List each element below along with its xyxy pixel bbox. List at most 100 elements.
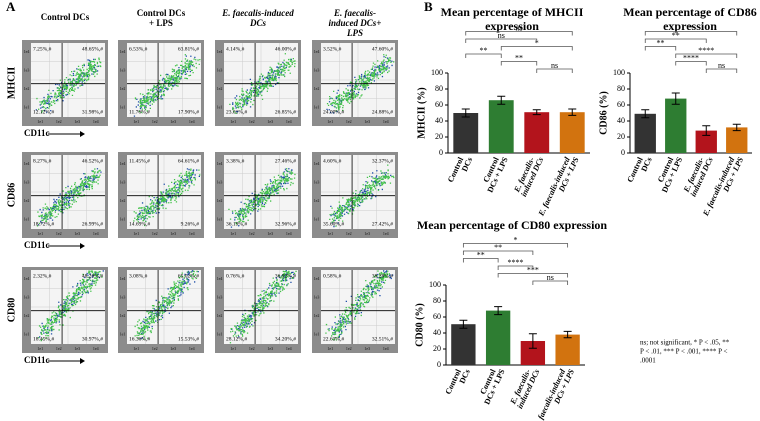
significance-bracket [500, 61, 538, 66]
significance-bracket [705, 68, 738, 73]
row-label: CD80 [6, 298, 17, 322]
plot-tick: 1e2 [24, 86, 30, 91]
plot-tick: 1e4 [217, 49, 223, 54]
significance-bracket [465, 31, 573, 36]
footnote: P < .01, *** P < .001, **** P < [640, 348, 728, 356]
quadrant-value: 4.14%,# [226, 46, 245, 52]
error-bar [494, 306, 503, 316]
significance-label: **** [698, 46, 714, 55]
plot-tick: 1e3 [364, 231, 370, 236]
plot-tick: 1e4 [93, 119, 99, 124]
plot-tick: 1e4 [314, 276, 320, 281]
significance-label: **** [683, 53, 699, 62]
significance-bracket [536, 68, 573, 73]
plot-tick: 1e2 [120, 86, 126, 91]
quadrant-value: 12.12%,# [33, 109, 54, 115]
chart-title: expression [485, 19, 539, 33]
plot-tick: 1e3 [24, 295, 30, 300]
plot-tick: 1e3 [120, 180, 126, 185]
significance-bracket [465, 53, 502, 58]
plot-tick: 1e3 [74, 119, 80, 124]
plot-tick: 1e1 [24, 105, 30, 110]
plot-tick: 1e1 [37, 346, 43, 351]
y-tick-label: 40 [433, 328, 441, 337]
quadrant-value: 11.45%,# [129, 158, 150, 164]
plot-tick: 1e4 [24, 276, 30, 281]
x-marker-label: CD11c [24, 355, 50, 365]
y-tick-label: 80 [435, 84, 443, 93]
plot-tick: 1e3 [24, 180, 30, 185]
plot-tick: 1e2 [152, 346, 158, 351]
y-tick-label: 80 [617, 84, 625, 93]
significance-label: ns [551, 61, 558, 70]
significance-label: * [689, 23, 693, 32]
quadrant-value: 36.19%,# [226, 221, 247, 227]
plot-tick: 1e1 [24, 332, 30, 337]
significance-label: ** [515, 53, 523, 62]
y-tick-label: 20 [433, 344, 441, 353]
plot-tick: 1e3 [120, 68, 126, 73]
plot-tick: 1e3 [74, 346, 80, 351]
plot-tick: 1e4 [24, 161, 30, 166]
dot-cloud [326, 54, 395, 112]
plot-tick: 1e4 [120, 49, 126, 54]
bar [453, 113, 479, 153]
y-axis-label: CD80 (%) [414, 303, 425, 347]
footnote: ns; not significant, * P < .05, ** [640, 339, 730, 347]
error-bar [461, 108, 470, 118]
plot-tick: 1e3 [170, 231, 176, 236]
bar [488, 100, 514, 153]
column-header: + LPS [149, 18, 173, 28]
significance-bracket [675, 53, 738, 58]
error-bar [702, 125, 711, 136]
significance-label: ns [515, 23, 522, 32]
x-marker-label: CD11c [24, 128, 50, 138]
y-tick-label: 40 [617, 116, 625, 125]
plot-tick: 1e3 [314, 180, 320, 185]
quadrant-value: 18.45%,# [33, 336, 54, 342]
plot-tick: 1e4 [286, 119, 292, 124]
quadrant-value: 18.72%,# [33, 221, 54, 227]
plot-tick: 1e3 [120, 295, 126, 300]
y-tick-label: 20 [617, 132, 625, 141]
plot-tick: 1e4 [217, 161, 223, 166]
quadrant-value: 0.76%,# [226, 273, 245, 279]
y-tick-label: 0 [621, 148, 625, 157]
y-tick-label: 60 [435, 100, 443, 109]
plot-tick: 1e3 [314, 68, 320, 73]
bar [485, 310, 511, 365]
plot-tick: 1e1 [314, 105, 320, 110]
quadrant-value: 3.08%,# [129, 273, 148, 279]
plot-tick: 1e2 [314, 313, 320, 318]
y-tick-label: 0 [439, 148, 443, 157]
quadrant-value: 22.63%,# [323, 336, 344, 342]
plot-tick: 1e1 [120, 105, 126, 110]
row-label: CD86 [6, 183, 17, 207]
dot-cloud [39, 270, 104, 338]
row-label: MHCII [6, 67, 17, 99]
plot-tick: 1e2 [346, 231, 352, 236]
plot-tick: 1e1 [133, 346, 139, 351]
dot-cloud [325, 270, 390, 341]
chart-title: Mean percentage of CD86 [623, 5, 756, 19]
marker-arrowhead [80, 358, 85, 364]
plot-tick: 1e3 [74, 231, 80, 236]
quadrant-value: 31.98%,# [82, 109, 103, 115]
plot-tick: 1e4 [314, 161, 320, 166]
plot-tick: 1e4 [120, 161, 126, 166]
plot-tick: 1e2 [217, 86, 223, 91]
quadrant-value: 16.36%,# [129, 336, 150, 342]
quadrant-value: 9.26%,# [181, 221, 200, 227]
quadrant-value: 8.27%,# [33, 158, 52, 164]
significance-bracket [465, 38, 538, 43]
bar [555, 334, 580, 365]
error-bar [568, 108, 577, 116]
error-bar [497, 95, 506, 105]
significance-label: * [514, 235, 518, 244]
dot-cloud [35, 58, 100, 113]
significance-bracket [675, 61, 707, 66]
quadrant-value: 24.00%,# [323, 109, 344, 115]
y-tick-label: 100 [613, 68, 625, 77]
dot-cloud [229, 270, 297, 344]
y-axis-label: MHCII (%) [416, 87, 427, 138]
